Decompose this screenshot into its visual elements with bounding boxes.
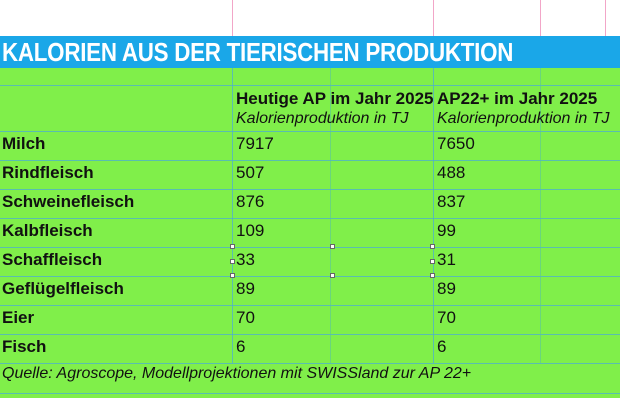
grid-line <box>0 276 620 277</box>
page-title: KALORIEN AUS DER TIERISCHEN PRODUKTION <box>2 37 514 67</box>
selection-handle[interactable] <box>230 244 235 249</box>
grid-line <box>232 68 233 363</box>
source-note: Quelle: Agroscope, Modellprojektionen mi… <box>2 365 472 382</box>
grid-line <box>0 218 620 219</box>
data-table[interactable]: Heutige AP im Jahr 2025 Kalorienprodukti… <box>0 68 620 398</box>
column-header-today: Heutige AP im Jahr 2025 <box>236 89 434 108</box>
row-label-fisch: Fisch <box>2 337 47 356</box>
selection-handle[interactable] <box>430 244 435 249</box>
selection-handle[interactable] <box>430 273 435 278</box>
selection-handle[interactable] <box>330 273 335 278</box>
grid-line <box>0 363 620 364</box>
grid-line <box>0 334 620 335</box>
grid-line <box>0 189 620 190</box>
cell-today-eier: 70 <box>236 308 255 327</box>
cell-ap22-schaffleisch[interactable]: 31 <box>437 250 456 269</box>
grid-line <box>0 247 620 248</box>
column-header-ap22: AP22+ im Jahr 2025 <box>437 89 598 108</box>
cell-today-rindfleisch: 507 <box>236 163 265 182</box>
cell-today-fisch: 6 <box>236 337 246 356</box>
grid-line <box>433 68 434 363</box>
column-subheader-today: Kalorienproduktion in TJ <box>236 110 409 127</box>
selection-handle[interactable] <box>430 259 435 264</box>
cell-ap22-gefluegelfleisch: 89 <box>437 279 456 298</box>
row-label-rindfleisch: Rindfleisch <box>2 163 94 182</box>
selection-handle[interactable] <box>230 273 235 278</box>
cell-today-schweinefleisch: 876 <box>236 192 265 211</box>
row-label-schaffleisch: Schaffleisch <box>2 250 103 269</box>
cell-ap22-eier: 70 <box>437 308 456 327</box>
bottom-margin <box>0 398 620 420</box>
cell-today-schaffleisch[interactable]: 33 <box>236 250 255 269</box>
selection-handle[interactable] <box>330 244 335 249</box>
title-bar: KALORIEN AUS DER TIERISCHEN PRODUKTION <box>0 36 620 68</box>
grid-line <box>330 68 331 363</box>
selection-handle[interactable] <box>230 259 235 264</box>
cell-today-kalbfleisch: 109 <box>236 221 265 240</box>
cell-ap22-schweinefleisch: 837 <box>437 192 466 211</box>
column-subheader-ap22: Kalorienproduktion in TJ <box>437 110 610 127</box>
cell-today-gefluegelfleisch: 89 <box>236 279 255 298</box>
row-label-kalbfleisch: Kalbfleisch <box>2 221 93 240</box>
cell-ap22-rindfleisch: 488 <box>437 163 466 182</box>
cell-today-milch: 7917 <box>236 134 274 153</box>
grid-line <box>0 393 620 394</box>
cell-ap22-milch: 7650 <box>437 134 475 153</box>
grid-line <box>0 131 620 132</box>
guide-line <box>232 0 233 36</box>
row-label-eier: Eier <box>2 308 35 327</box>
grid-line <box>0 85 620 86</box>
guide-line <box>605 0 606 36</box>
grid-line <box>0 160 620 161</box>
row-label-schweinefleisch: Schweinefleisch <box>2 192 135 211</box>
cell-ap22-fisch: 6 <box>437 337 447 356</box>
cell-ap22-kalbfleisch: 99 <box>437 221 456 240</box>
guide-line <box>433 0 434 36</box>
grid-line <box>540 68 541 363</box>
row-label-gefluegelfleisch: Geflügelfleisch <box>2 279 124 298</box>
grid-line <box>0 305 620 306</box>
row-label-milch: Milch <box>2 134 46 153</box>
guide-line <box>540 0 541 36</box>
